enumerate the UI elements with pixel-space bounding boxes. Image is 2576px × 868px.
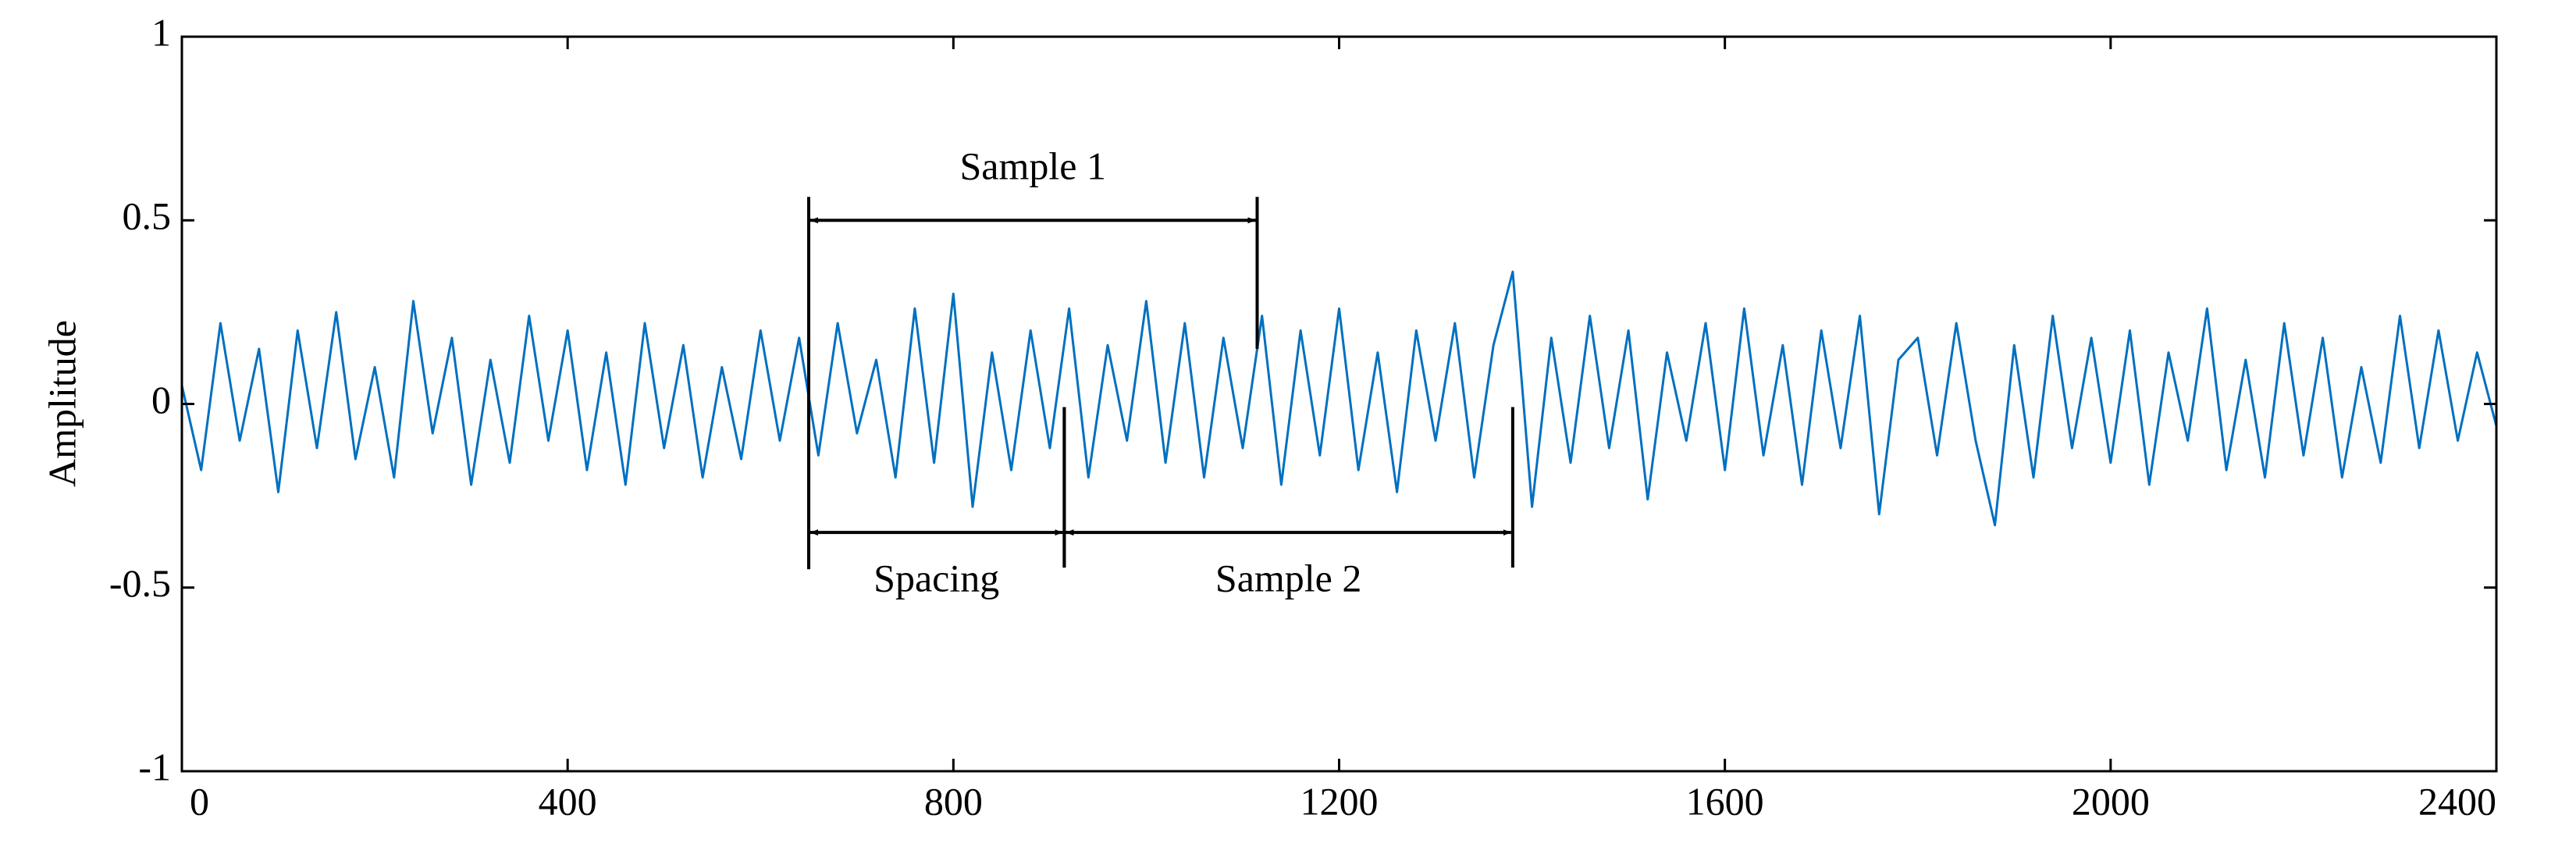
y-tick-label: 0.5 (123, 194, 172, 238)
x-tick-label: 800 (924, 779, 983, 823)
y-tick-label: 1 (151, 10, 171, 54)
signal-line (180, 270, 2498, 527)
x-tick-label: 1600 (1686, 779, 1764, 823)
annotation-label: Sample 1 (960, 144, 1106, 188)
plot-frame (180, 35, 2498, 773)
y-tick-label: -0.5 (109, 561, 171, 605)
y-tick-label: 0 (151, 378, 171, 422)
y-tick-label: -1 (138, 745, 171, 788)
x-tick-label: 2000 (2072, 779, 2150, 823)
x-tick-label: 2400 (2418, 779, 2496, 823)
annotation-label: Spacing (873, 557, 999, 600)
annotation-label: Sample 2 (1215, 557, 1361, 600)
x-tick-label: 400 (539, 779, 597, 823)
y-axis-label: Amplitude (40, 320, 84, 487)
x-tick-label: 1200 (1300, 779, 1379, 823)
x-tick-label: 0 (190, 779, 209, 823)
